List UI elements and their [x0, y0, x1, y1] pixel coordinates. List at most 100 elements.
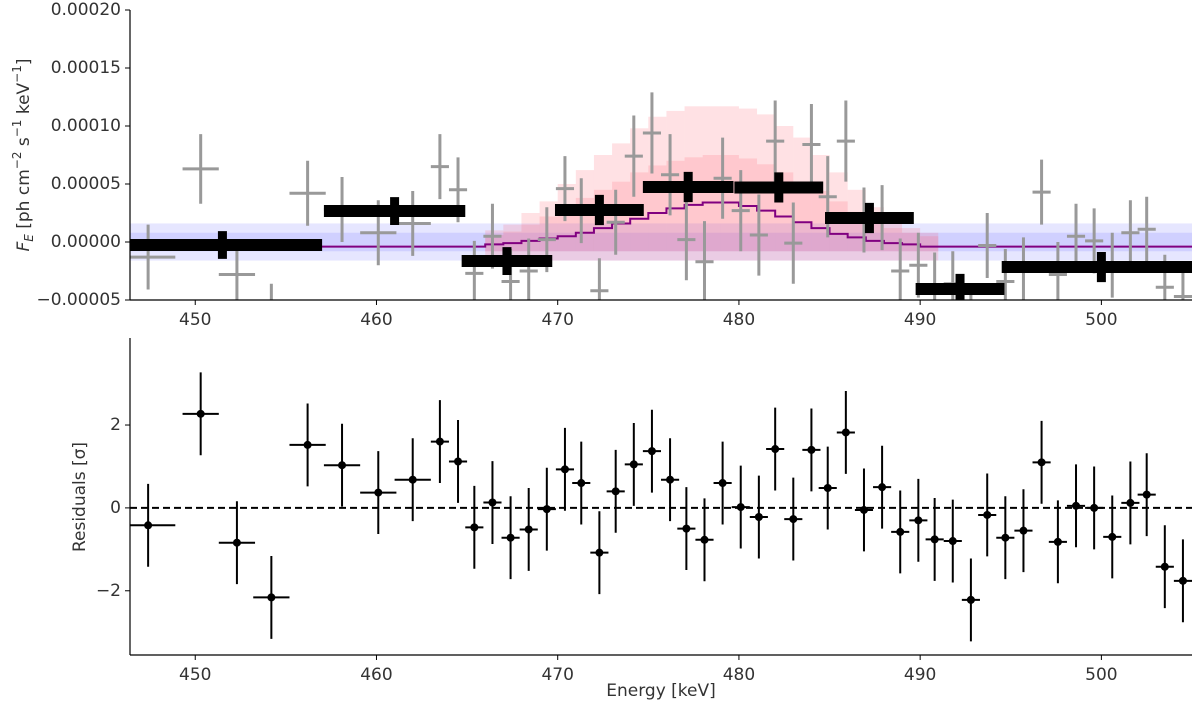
y-tick-label: 0.00015 — [51, 58, 121, 78]
signal-band — [793, 137, 812, 261]
data-point — [841, 428, 850, 437]
data-point — [736, 503, 745, 512]
data-point — [1001, 533, 1010, 542]
data-point — [267, 593, 276, 602]
data-point — [966, 595, 975, 604]
data-point — [629, 460, 638, 469]
y-axis-label: Residuals [σ] — [70, 442, 90, 552]
x-tick-label: 490 — [904, 310, 936, 330]
data-point — [542, 505, 551, 514]
data-point — [930, 535, 939, 544]
data-point — [488, 498, 497, 507]
y-axis-label-part: keV — [14, 82, 34, 119]
data-point — [1160, 562, 1169, 571]
y-tick-label: 0 — [110, 498, 121, 518]
y-tick-label: 0.00020 — [51, 0, 121, 20]
signal-band — [811, 155, 830, 261]
y-axis-label-part: [ph cm — [14, 169, 34, 234]
x-tick-label: 480 — [723, 310, 755, 330]
signal-band — [485, 235, 504, 252]
data-point — [196, 409, 205, 418]
plot-area — [130, 372, 1192, 642]
data-point — [948, 537, 957, 546]
data-point — [666, 475, 675, 484]
data-point — [560, 465, 569, 474]
y-tick-label: 0.00005 — [51, 174, 121, 194]
data-point — [1178, 576, 1187, 585]
data-point — [1108, 532, 1117, 541]
data-point — [470, 523, 479, 532]
data-point — [1037, 458, 1046, 467]
data-point — [823, 484, 832, 493]
data-point — [914, 516, 923, 525]
data-point — [1019, 526, 1028, 535]
data-point — [718, 479, 727, 488]
data-point — [859, 505, 868, 514]
signal-band — [557, 184, 576, 261]
data-point — [338, 461, 347, 470]
data-point — [524, 525, 533, 534]
y-axis-label-part: E — [22, 234, 36, 242]
y-axis-label: FE [ph cm−2 s−1 keV−1] — [10, 58, 36, 251]
x-axis-label: Energy [keV] — [606, 681, 716, 701]
data-point — [896, 527, 905, 536]
data-point — [789, 515, 798, 524]
data-point — [878, 483, 887, 492]
data-point — [435, 437, 444, 446]
y-axis-label-part: s — [14, 137, 34, 151]
signal-band — [902, 232, 921, 252]
data-point — [1053, 537, 1062, 546]
y-tick-label: −2 — [96, 581, 121, 601]
signal-band — [485, 230, 504, 261]
x-tick-label: 500 — [1085, 665, 1117, 685]
signal-band — [847, 189, 866, 261]
data-point — [408, 475, 417, 484]
signal-band — [503, 231, 522, 252]
data-point — [595, 548, 604, 557]
data-point — [374, 488, 383, 497]
signal-band — [829, 201, 848, 252]
x-tick-label: 490 — [904, 665, 936, 685]
data-point — [700, 535, 709, 544]
data-point — [1126, 498, 1135, 507]
data-point — [454, 457, 463, 466]
data-point — [232, 538, 241, 547]
y-tick-label: 0.00010 — [51, 116, 121, 136]
data-point — [1090, 503, 1099, 512]
data-point — [754, 513, 763, 522]
signal-band — [883, 218, 903, 261]
data-point — [682, 524, 691, 533]
x-tick-label: 480 — [723, 665, 755, 685]
data-point — [807, 445, 816, 454]
x-tick-label: 460 — [360, 665, 392, 685]
y-tick-label: 0.00000 — [51, 232, 121, 252]
data-point — [647, 447, 656, 456]
data-point — [577, 479, 586, 488]
x-tick-label: 450 — [179, 310, 211, 330]
signal-band — [648, 165, 667, 252]
y-axis-label-part: F — [14, 242, 34, 252]
y-axis-label-part: −1 — [10, 120, 24, 138]
y-axis-label-part: ] — [14, 58, 34, 65]
data-point — [983, 510, 992, 519]
data-point — [1142, 490, 1151, 499]
signal-band — [521, 213, 540, 261]
y-tick-label: 2 — [110, 415, 121, 435]
data-point — [144, 521, 153, 530]
x-tick-label: 500 — [1085, 310, 1117, 330]
signal-band — [539, 216, 558, 252]
y-axis-label-part: −2 — [10, 152, 24, 170]
y-axis-label-part: −1 — [10, 65, 24, 83]
signal-band — [557, 207, 576, 252]
signal-band — [883, 228, 903, 252]
signal-band — [521, 224, 540, 252]
data-point — [771, 445, 780, 454]
x-tick-label: 470 — [541, 665, 573, 685]
data-point — [506, 533, 515, 542]
plot-area — [130, 92, 1192, 300]
x-tick-label: 460 — [360, 310, 392, 330]
signal-band — [811, 190, 830, 252]
data-point — [1072, 501, 1081, 510]
signal-band — [539, 201, 558, 261]
